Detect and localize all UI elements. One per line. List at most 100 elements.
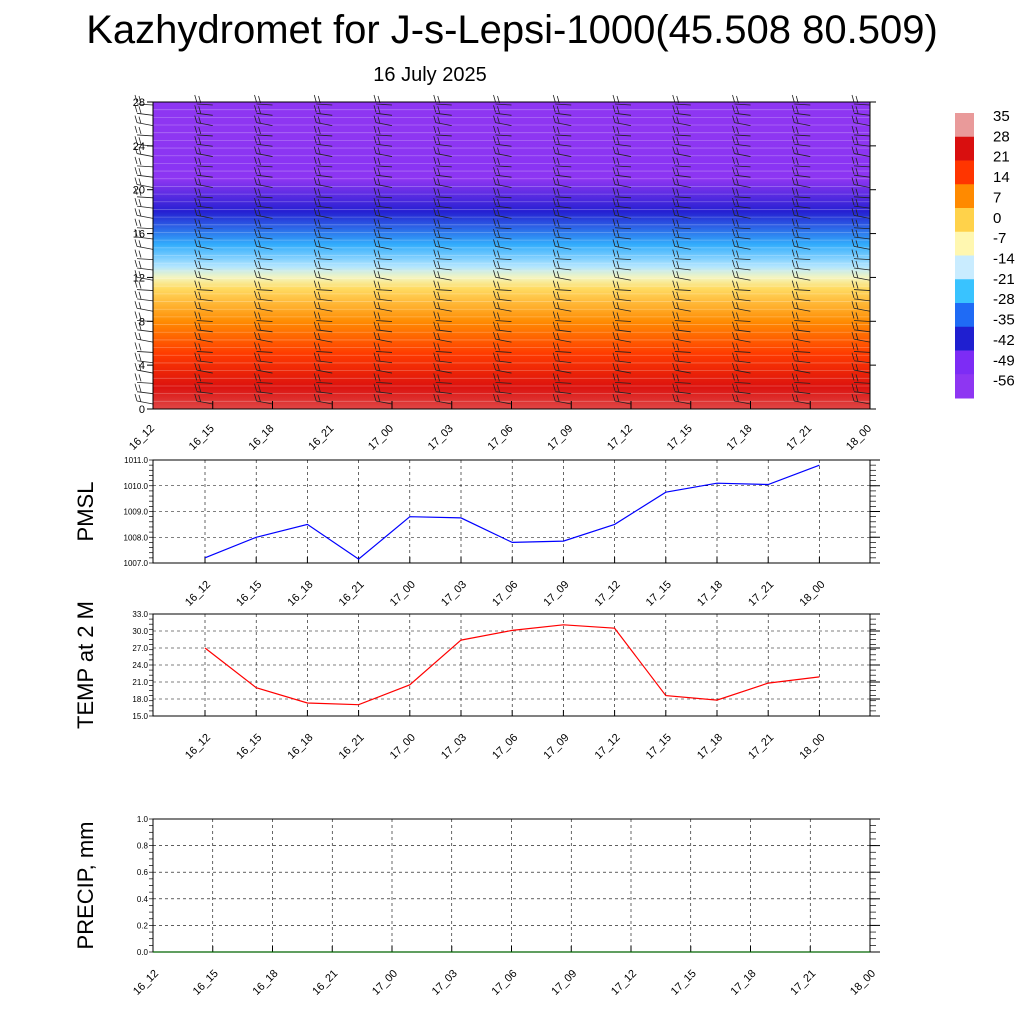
wind-barb	[433, 290, 452, 302]
colorbar-label: 21	[993, 149, 1010, 166]
wind-barb	[433, 280, 452, 291]
wind-barb	[612, 383, 632, 395]
wind-barb	[313, 290, 333, 302]
wind-barb	[194, 146, 213, 157]
precip-panel-y-tick-label: 0.2	[137, 921, 149, 930]
wind-barb	[672, 125, 691, 137]
wind-barb	[612, 362, 632, 374]
precip-panel-x-tick-label: 16_15	[191, 968, 221, 998]
wind-barb	[493, 239, 512, 250]
pmsl-panel-y-tick-label: 1007.0	[124, 559, 149, 568]
wind-barb	[612, 115, 632, 127]
wind-barb	[433, 270, 452, 281]
wind-barb	[612, 239, 632, 250]
heatmap-y-tick-label: 28	[133, 97, 145, 109]
wind-barb	[552, 208, 572, 219]
wind-barb	[552, 342, 572, 353]
wind-barb	[612, 105, 632, 116]
wind-barb	[851, 311, 871, 322]
wind-barb	[134, 156, 154, 168]
wind-barb	[672, 218, 691, 230]
precip-panel-x-tick-label: 16_21	[310, 968, 340, 998]
wind-barb	[254, 208, 273, 219]
wind-barb	[672, 280, 691, 291]
temp-panel-x-tick-label: 17_21	[746, 732, 776, 762]
wind-barb	[373, 156, 393, 168]
heatmap-y-tick-label: 0	[139, 404, 145, 416]
wind-barb	[373, 105, 393, 116]
pmsl-panel-x-tick-label: 16_18	[285, 579, 315, 609]
wind-barb	[194, 332, 213, 343]
temp-panel-x-tick-label: 17_15	[644, 732, 674, 762]
wind-barb	[672, 177, 691, 188]
heatmap-x-tick-label: 17_03	[426, 423, 456, 453]
wind-barb	[254, 301, 273, 312]
wind-barb	[552, 270, 572, 281]
wind-barb	[134, 270, 154, 281]
wind-barb	[313, 249, 333, 261]
wind-barb	[134, 342, 154, 353]
wind-barb	[732, 187, 751, 199]
wind-barb	[851, 270, 871, 281]
wind-barb	[134, 393, 154, 405]
wind-barb	[732, 105, 751, 116]
wind-barb	[732, 167, 751, 178]
wind-barb	[732, 311, 751, 322]
wind-barb	[313, 208, 333, 219]
temp-panel-y-tick-label: 21.0	[132, 678, 148, 687]
wind-barb	[254, 352, 273, 364]
temp-panel-x-tick-label: 17_00	[388, 732, 418, 762]
pmsl-panel-y-tick-label: 1008.0	[124, 533, 149, 542]
wind-barb	[493, 208, 512, 219]
heatmap-y-tick-label: 4	[139, 360, 145, 372]
pmsl-panel-x-tick-label: 17_12	[593, 579, 623, 609]
wind-barb	[791, 167, 811, 178]
wind-barb	[612, 259, 632, 271]
pmsl-panel-x-tick-label: 17_15	[644, 579, 674, 609]
wind-barb	[254, 167, 273, 178]
wind-barb	[552, 373, 572, 384]
wind-barb	[373, 373, 393, 384]
temp-panel-y-tick-label: 15.0	[132, 712, 148, 721]
colorbar-label: 28	[993, 128, 1010, 145]
wind-barb	[851, 115, 871, 127]
wind-barb	[612, 270, 632, 281]
wind-barb	[851, 125, 871, 137]
wind-barb	[313, 187, 333, 199]
wind-barb	[552, 311, 572, 322]
temp-panel-y-tick-label: 27.0	[132, 644, 148, 653]
wind-barb	[851, 280, 871, 291]
temp-panel-y-tick-label: 33.0	[132, 610, 148, 619]
wind-barb	[313, 332, 333, 343]
colorbar-segment	[955, 160, 974, 185]
precip-panel-x-tick-label: 17_15	[669, 968, 699, 998]
wind-barb	[791, 115, 811, 127]
wind-barb	[851, 197, 871, 209]
precip-panel-x-tick-label: 17_18	[729, 968, 759, 998]
wind-barb	[134, 373, 154, 384]
wind-barb	[732, 218, 751, 230]
colorbar-label: -21	[993, 271, 1015, 288]
precip-panel-y-tick-label: 0.6	[137, 868, 149, 877]
pmsl-panel-x-tick-label: 17_09	[541, 579, 571, 609]
wind-barb	[791, 280, 811, 291]
wind-barb	[612, 280, 632, 291]
wind-barb	[433, 125, 452, 137]
wind-barb	[612, 136, 632, 147]
wind-barb	[791, 197, 811, 209]
wind-barb	[433, 228, 452, 240]
wind-barb	[373, 228, 393, 240]
wind-barb	[552, 146, 572, 157]
wind-barb	[134, 105, 154, 116]
wind-barb	[254, 136, 273, 147]
wind-barb	[373, 393, 393, 405]
wind-barb	[194, 311, 213, 322]
wind-barb	[134, 146, 154, 157]
colorbar-label: 0	[993, 210, 1001, 227]
wind-barb	[732, 280, 751, 291]
wind-barb	[552, 352, 572, 364]
wind-barb	[612, 167, 632, 178]
wind-barb	[254, 146, 273, 157]
pmsl-panel-x-tick-label: 17_06	[490, 579, 520, 609]
heatmap-x-tick-label: 17_12	[605, 423, 635, 453]
